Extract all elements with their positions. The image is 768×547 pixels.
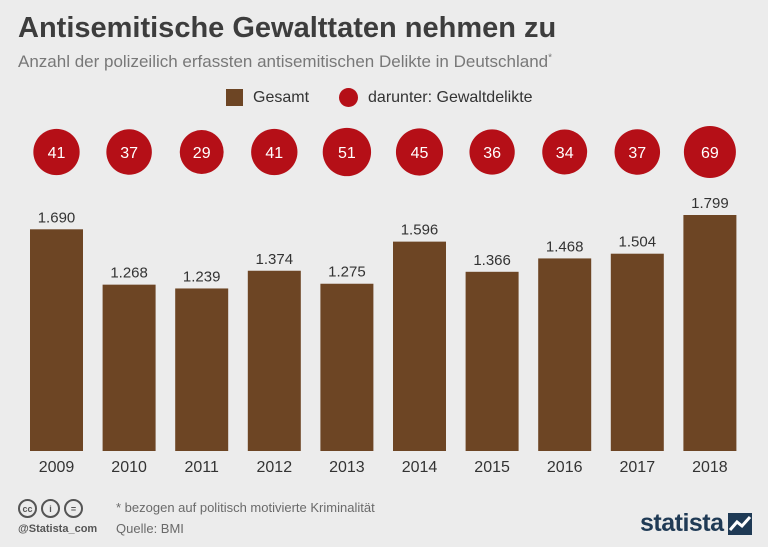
violent-value-label-2010: 37: [120, 145, 138, 162]
bar-2011: [175, 288, 229, 451]
violent-circle-2014: [395, 128, 444, 176]
bar-value-label-2013: 1.275: [328, 264, 366, 281]
brand-wordmark: statista: [640, 509, 724, 537]
violent-circle-2015: [469, 129, 515, 175]
violent-value-label-2016: 34: [556, 145, 574, 162]
violent-value-label-2017: 37: [628, 145, 646, 162]
bar-value-label-2015: 1.366: [473, 252, 511, 269]
bar-value-label-2018: 1.799: [691, 195, 729, 212]
legend-total-label: Gesamt: [253, 88, 310, 106]
bar-value-label-2017: 1.504: [619, 234, 657, 251]
violent-value-label-2012: 41: [265, 145, 283, 162]
statista-logo[interactable]: statista: [640, 509, 752, 538]
bar-2017: [610, 253, 664, 451]
bar-2009: [30, 229, 83, 451]
x-tick-label-2018: 2018: [692, 459, 728, 476]
cc-icon: cc: [18, 499, 37, 518]
bar-value-label-2012: 1.374: [256, 251, 294, 268]
x-tick-label-2014: 2014: [402, 459, 438, 476]
violent-circle-2013: [322, 127, 372, 177]
footnote: * bezogen auf politisch motivierte Krimi…: [116, 500, 375, 515]
violent-value-label-2015: 36: [483, 145, 501, 162]
bar-value-label-2010: 1.268: [110, 265, 148, 282]
attribution-icon: i: [41, 499, 60, 518]
x-tick-label-2011: 2011: [184, 459, 219, 476]
chart-title: Antisemitische Gewalttaten nehmen zu: [18, 12, 557, 44]
x-tick-label-2010: 2010: [111, 459, 147, 476]
violent-value-label-2013: 51: [338, 145, 356, 162]
bar-2015: [465, 271, 519, 451]
x-tick-label-2017: 2017: [620, 459, 656, 476]
subtitle-footnote-mark: *: [548, 52, 553, 64]
license-icons: cc i =: [18, 499, 83, 518]
violent-circle-2011: [179, 130, 224, 174]
x-tick-label-2012: 2012: [257, 459, 293, 476]
violent-circle-2012: [251, 128, 298, 176]
legend: Gesamt darunter: Gewaltdelikte: [226, 88, 533, 107]
violent-value-label-2009: 41: [48, 145, 66, 162]
x-tick-label-2015: 2015: [474, 459, 510, 476]
violent-circle-2018: [683, 126, 736, 178]
bar-value-label-2011: 1.239: [183, 268, 221, 285]
bar-2018: [683, 215, 737, 451]
x-tick-label-2009: 2009: [39, 459, 75, 476]
violent-circle-2017: [614, 129, 661, 175]
x-tick-label-2013: 2013: [329, 459, 365, 476]
violent-circle-2009: [33, 128, 80, 176]
bar-value-label-2009: 1.690: [38, 209, 76, 226]
chart-subtitle: Anzahl der polizeilich erfassten antisem…: [18, 52, 553, 71]
no-derivatives-icon: =: [64, 499, 83, 518]
statista-logo-icon: [727, 512, 752, 535]
violent-circle-2010: [106, 129, 152, 175]
bar-2010: [102, 284, 156, 451]
violent-value-label-2014: 45: [411, 145, 429, 162]
legend-violent-label: darunter: Gewaltdelikte: [368, 88, 533, 106]
statista-handle: @Statista_com: [18, 523, 98, 535]
violent-value-label-2018: 69: [701, 145, 719, 162]
legend-total-swatch: [226, 89, 243, 106]
source: Quelle: BMI: [116, 521, 184, 536]
bar-value-label-2016: 1.468: [546, 238, 584, 255]
bar-2014: [393, 241, 446, 451]
x-tick-label-2016: 2016: [547, 459, 583, 476]
bar-value-label-2014: 1.596: [401, 222, 439, 239]
violent-value-label-2011: 29: [193, 145, 211, 162]
bar-2016: [538, 258, 592, 451]
bar-2013: [320, 283, 374, 451]
bar-2012: [247, 270, 301, 451]
violent-circle-2016: [542, 129, 588, 175]
legend-violent-swatch: [339, 88, 359, 107]
